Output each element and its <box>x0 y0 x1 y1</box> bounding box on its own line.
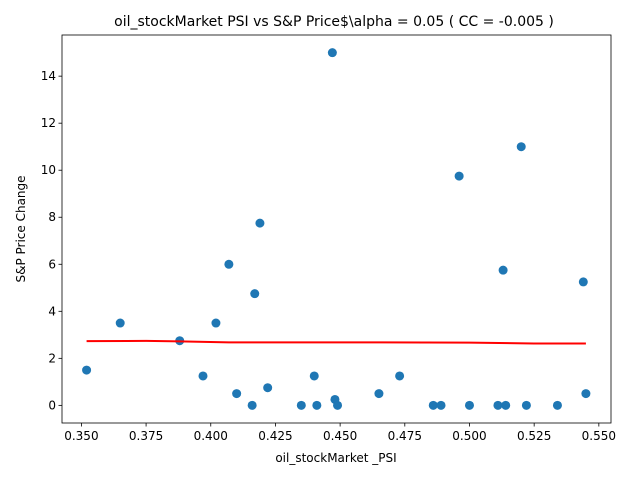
data-point <box>436 400 446 410</box>
data-point <box>263 383 273 393</box>
data-point <box>464 400 474 410</box>
data-point <box>312 400 322 410</box>
trend-line <box>86 339 586 345</box>
x-axis-label: oil_stockMarket _PSI <box>275 451 396 465</box>
data-point <box>428 400 438 410</box>
data-point <box>501 400 511 410</box>
y-tick-label: 14 <box>41 69 56 83</box>
x-tick-label: 0.350 <box>64 429 98 443</box>
data-point <box>498 265 508 275</box>
data-point <box>552 400 562 410</box>
data-point <box>578 277 588 287</box>
x-tick-label: 0.425 <box>258 429 292 443</box>
y-tick-label: 6 <box>48 257 56 271</box>
x-tick-label: 0.500 <box>452 429 486 443</box>
data-point <box>333 400 343 410</box>
data-point <box>516 142 526 152</box>
data-point <box>327 48 337 58</box>
data-point <box>374 389 384 399</box>
x-tick-label: 0.525 <box>517 429 551 443</box>
data-point <box>395 371 405 381</box>
y-tick-label: 0 <box>48 398 56 412</box>
data-point <box>211 318 221 328</box>
scatter-points <box>82 48 591 410</box>
y-tick-label: 10 <box>41 163 56 177</box>
y-tick-label: 2 <box>48 351 56 365</box>
data-point <box>82 365 92 375</box>
plot-frame <box>61 34 612 424</box>
data-point <box>198 371 208 381</box>
data-point <box>521 400 531 410</box>
x-tick-label: 0.550 <box>582 429 616 443</box>
data-point <box>115 318 125 328</box>
data-point <box>493 400 503 410</box>
data-point <box>309 371 319 381</box>
x-tick-label: 0.375 <box>129 429 163 443</box>
data-point <box>250 289 260 299</box>
chart-title: oil_stockMarket PSI vs S&P Price$\alpha … <box>114 14 554 30</box>
x-tick-label: 0.450 <box>323 429 357 443</box>
y-tick-label: 8 <box>48 210 56 224</box>
data-point <box>581 389 591 399</box>
y-axis-ticks: 0 2 4 6 8 10 12 14 <box>41 69 62 412</box>
data-point <box>247 400 257 410</box>
y-axis-label: S&P Price Change <box>14 175 28 282</box>
data-point <box>296 400 306 410</box>
data-point <box>224 259 234 269</box>
x-axis-ticks: 0.350 0.375 0.400 0.425 0.450 0.475 0.500 0.525… <box>64 423 616 443</box>
y-tick-label: 12 <box>41 116 56 130</box>
y-tick-label: 4 <box>48 304 56 318</box>
data-point <box>454 171 464 181</box>
data-point <box>232 389 242 399</box>
x-tick-label: 0.400 <box>194 429 228 443</box>
data-point <box>255 218 265 228</box>
x-tick-label: 0.475 <box>388 429 422 443</box>
